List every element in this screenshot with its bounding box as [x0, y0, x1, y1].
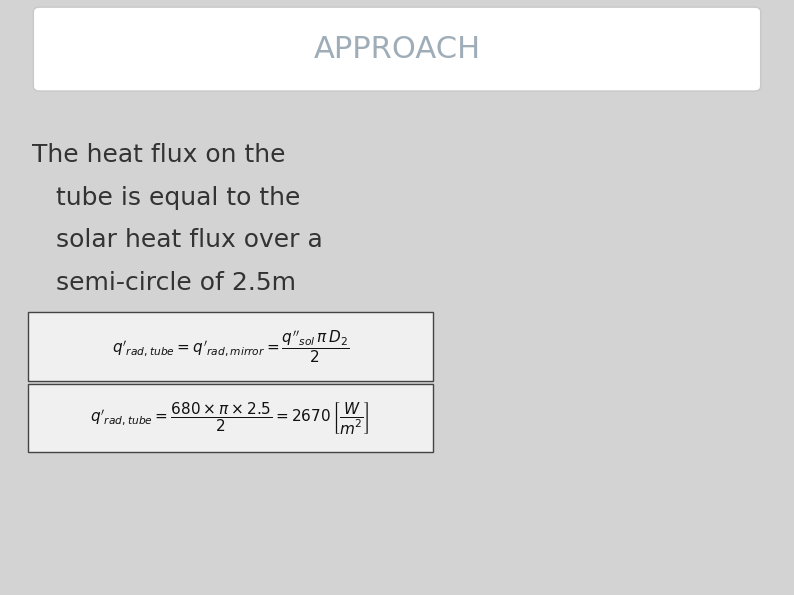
Text: The heat flux on the: The heat flux on the — [32, 143, 285, 167]
Text: $q'_{rad,tube} = q'_{rad,mirror} = \dfrac{q''_{sol}\, \pi\, D_2}{2}$: $q'_{rad,tube} = q'_{rad,mirror} = \dfra… — [111, 328, 349, 365]
Text: APPROACH: APPROACH — [314, 35, 480, 64]
Text: $q'_{rad,tube} = \dfrac{680 \times \pi \times 2.5}{2} = 2670\, \left[\dfrac{W}{m: $q'_{rad,tube} = \dfrac{680 \times \pi \… — [91, 400, 370, 436]
Text: semi-circle of 2.5m: semi-circle of 2.5m — [32, 271, 295, 295]
Text: diameter: diameter — [32, 314, 169, 338]
FancyBboxPatch shape — [28, 312, 433, 381]
Text: tube is equal to the: tube is equal to the — [32, 186, 300, 209]
Text: solar heat flux over a: solar heat flux over a — [32, 228, 322, 252]
FancyBboxPatch shape — [28, 384, 433, 452]
FancyBboxPatch shape — [33, 7, 761, 91]
